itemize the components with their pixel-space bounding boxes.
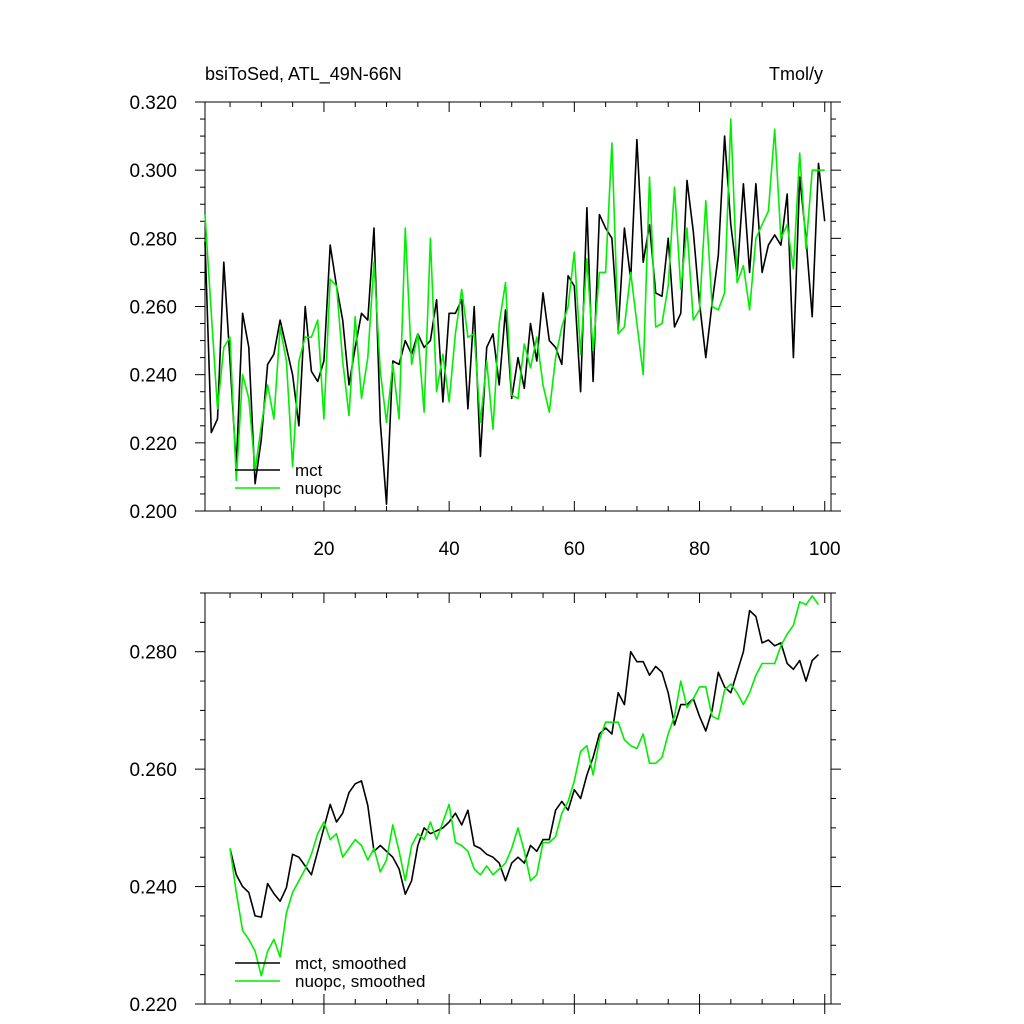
y-tick-label: 0.240 [129, 878, 177, 899]
legend-label: mct, smoothed [295, 954, 407, 973]
x-tick-label: 80 [689, 539, 710, 560]
chart-title: bsiToSed, ATL_49N-66N [205, 64, 402, 85]
y-tick-label: 0.320 [129, 93, 177, 114]
y-tick-label: 0.280 [129, 229, 177, 250]
series-line-nuopc [204, 118, 825, 482]
bottom-plot-frame [204, 592, 832, 1005]
legend-label: nuopc [295, 479, 342, 498]
top-panel: 20 40 60 80 100 0.200 0.220 0.240 0.260 0.280 0.30… [129, 64, 841, 560]
x-tick-label: 60 [564, 539, 585, 560]
series-line-mct [204, 135, 826, 506]
y-tick-label: 0.240 [129, 366, 177, 387]
legend-label: mct [295, 461, 323, 480]
bottom-ticks: 0.220 0.240 0.260 0.280 [129, 592, 841, 1016]
y-tick-label: 0.260 [129, 298, 177, 319]
x-tick-label: 20 [313, 539, 334, 560]
y-tick-label: 0.280 [129, 643, 177, 664]
bottom-series [229, 595, 820, 977]
y-tick-label: 0.260 [129, 760, 177, 781]
top-ticks: 20 40 60 80 100 0.200 0.220 0.240 0.260 0.280 0.30… [129, 93, 841, 560]
x-tick-label: 40 [439, 539, 460, 560]
y-tick-label: 0.220 [129, 434, 177, 455]
y-tick-label: 0.200 [129, 502, 177, 523]
top-series [204, 118, 826, 506]
series-line-nuopc-smoothed [229, 595, 820, 977]
y-tick-label: 0.300 [129, 161, 177, 182]
y-tick-label: 0.220 [129, 995, 177, 1016]
series-line-mct-smoothed [229, 609, 820, 918]
x-tick-label: 100 [809, 539, 841, 560]
bottom-panel: 0.220 0.240 0.260 0.280 mct, smoothednuopc,… [129, 592, 841, 1016]
top-plot-frame [204, 101, 832, 512]
chart-units: Tmol/y [769, 64, 823, 84]
legend-label: nuopc, smoothed [295, 972, 425, 991]
